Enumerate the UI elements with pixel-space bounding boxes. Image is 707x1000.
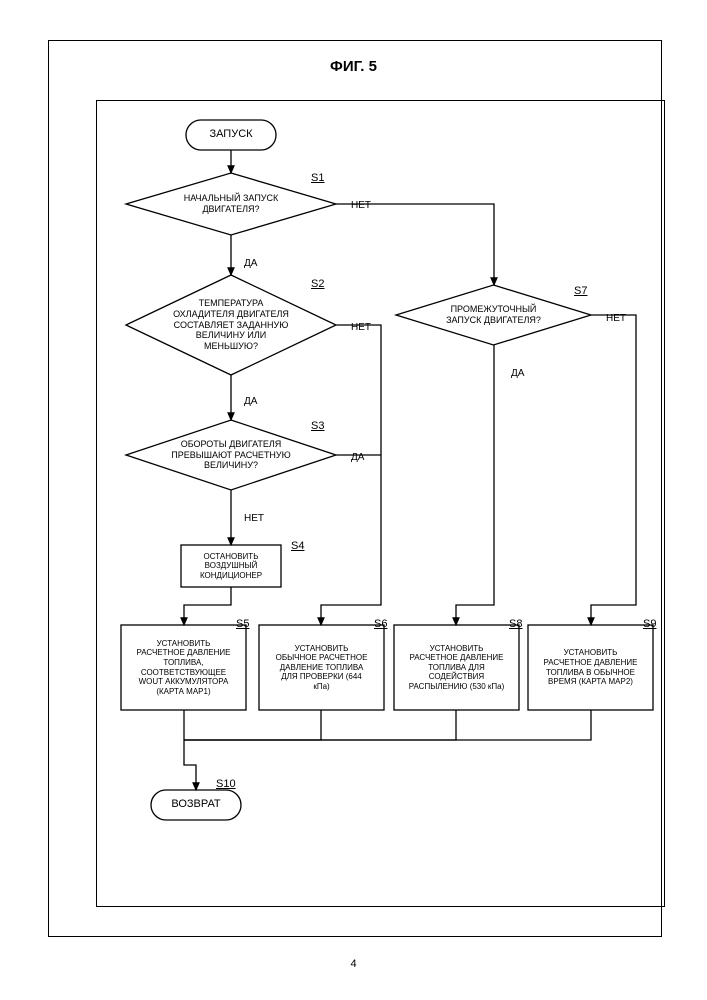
node-text-s9: УСТАНОВИТЬ РАСЧЕТНОЕ ДАВЛЕНИЕ ТОПЛИВА В … [528,625,653,710]
step-label-s5: S5 [236,618,249,631]
step-label-s1: S1 [311,172,324,185]
node-text-s1: НАЧАЛЬНЫЙ ЗАПУСК ДВИГАТЕЛЯ? [126,173,336,235]
node-text-start: ЗАПУСК [186,120,276,150]
edge-s2-no-s6 [336,325,381,455]
no-label-s3: НЕТ [244,513,264,525]
edge-s4-s5-pre [184,587,231,625]
page-number: 4 [350,958,356,970]
yes-label-s2: ДА [244,396,257,408]
page: ФИГ. 5 ЗАПУСКНАЧАЛЬНЫЙ ЗАПУСК ДВИГАТЕЛЯ?… [0,0,707,1000]
edge-s7-no-s9 [591,315,636,625]
node-text-s7: ПРОМЕЖУТОЧНЫЙ ЗАПУСК ДВИГАТЕЛЯ? [396,285,591,345]
node-text-s6: УСТАНОВИТЬ ОБЫЧНОЕ РАСЧЕТНОЕ ДАВЛЕНИЕ ТО… [259,625,384,710]
no-label-s7: НЕТ [606,313,626,325]
step-label-s6: S6 [374,618,387,631]
step-label-s3: S3 [311,420,324,433]
node-text-s4: ОСТАНОВИТЬ ВОЗДУШНЫЙ КОНДИЦИОНЕР [181,545,281,587]
edge-s9-ret-line [184,710,591,740]
yes-label-s7: ДА [511,368,524,380]
node-text-s3: ОБОРОТЫ ДВИГАТЕЛЯ ПРЕВЫШАЮТ РАСЧЕТНУЮ ВЕ… [126,420,336,490]
edge-merge-return [184,740,196,790]
step-label-s4: S4 [291,540,304,553]
step-label-return: S10 [216,778,236,791]
node-text-s2: ТЕМПЕРАТУРА ОХЛАДИТЕЛЯ ДВИГАТЕЛЯ СОСТАВЛ… [126,275,336,375]
no-label-s2: НЕТ [351,322,371,334]
edge-s6-ret-line [184,710,321,740]
step-label-s8: S8 [509,618,522,631]
node-text-s8: УСТАНОВИТЬ РАСЧЕТНОЕ ДАВЛЕНИЕ ТОПЛИВА ДЛ… [394,625,519,710]
step-label-s9: S9 [643,618,656,631]
node-text-s5: УСТАНОВИТЬ РАСЧЕТНОЕ ДАВЛЕНИЕ ТОПЛИВА, С… [121,625,246,710]
step-label-s7: S7 [574,285,587,298]
edge-s7-yes-s8 [456,345,494,625]
node-text-return: ВОЗВРАТ [151,790,241,820]
yes-label-s1: ДА [244,258,257,270]
yes-label-s3: ДА [351,452,364,464]
edge-s1-no-s7 [336,204,494,285]
edge-s8-ret-line [184,710,456,740]
no-label-s1: НЕТ [351,200,371,212]
step-label-s2: S2 [311,278,324,291]
